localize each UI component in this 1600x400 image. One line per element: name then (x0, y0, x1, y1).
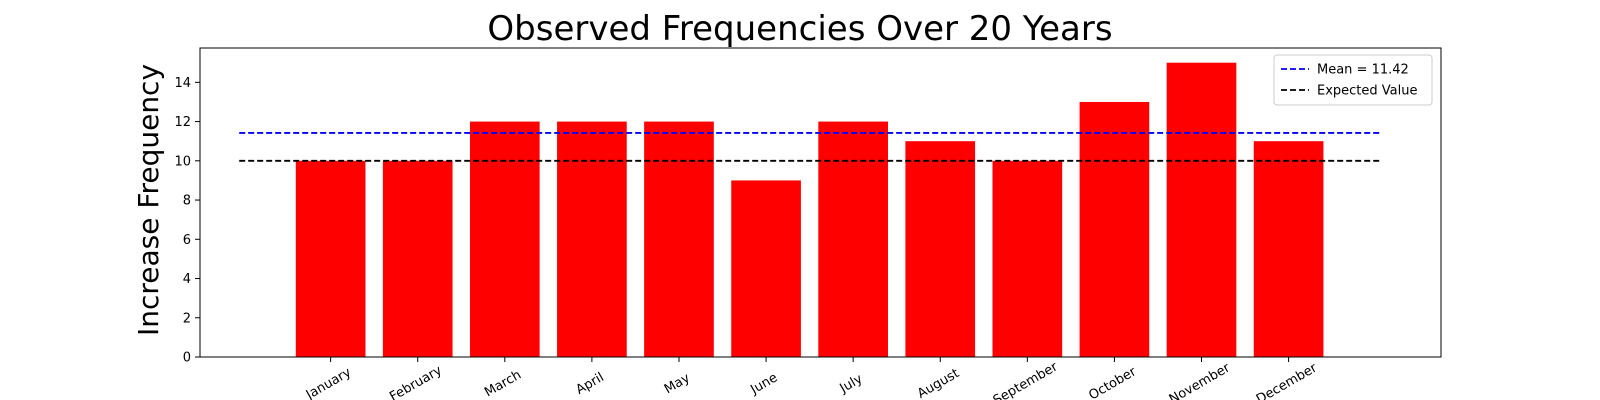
y-tick-label: 8 (183, 194, 191, 209)
y-axis-label: Increase Frequency (132, 64, 165, 336)
x-tick-label-december: December (1254, 360, 1320, 400)
bar-january (295, 160, 366, 357)
legend-label: Expected Value (1317, 84, 1417, 99)
reference-lines-group (239, 132, 1381, 162)
legend-box (1273, 54, 1433, 106)
y-tick-label: 14 (174, 76, 191, 91)
bar-may (644, 121, 714, 357)
bar-february (382, 160, 453, 357)
x-tick-label-may: May (662, 371, 693, 398)
plot-frame (199, 47, 1442, 358)
y-tick-label: 0 (183, 351, 191, 366)
x-tick-label-march: March (482, 368, 524, 400)
y-tick-label: 2 (183, 311, 191, 326)
x-tick-label-february: February (387, 363, 445, 400)
x-tick-label-july: July (837, 371, 866, 396)
x-tick-label-september: September (991, 359, 1061, 400)
bar-september (992, 160, 1063, 357)
y-tick-label: 12 (174, 115, 191, 130)
bar-august (905, 141, 976, 357)
bar-november (1166, 62, 1237, 357)
bar-october (1079, 101, 1150, 357)
y-tick-label: 10 (174, 154, 191, 169)
x-tick-label-october: October (1086, 364, 1139, 400)
x-tick-label-april: April (574, 370, 607, 398)
x-tick-label-november: November (1167, 360, 1234, 400)
bar-december (1253, 141, 1324, 357)
bar-july (818, 121, 888, 357)
legend-label: Mean = 11.42 (1317, 63, 1409, 78)
x-tick-label-january: January (303, 365, 354, 400)
bar-june (731, 180, 801, 357)
y-axis: 0 2 4 6 8 10 12 14 (174, 76, 200, 366)
bars-group (295, 62, 1324, 357)
x-tick-label-june: June (747, 370, 780, 398)
y-tick-label: 6 (183, 233, 191, 248)
x-axis: January February March April May June July Augu… (303, 357, 1320, 400)
x-tick-label-august: August (915, 366, 962, 400)
legend: Mean = 11.42 Expected Value (1273, 54, 1433, 106)
bar-april (557, 121, 627, 357)
y-tick-label: 4 (183, 272, 191, 287)
chart-title: Observed Frequencies Over 20 Years (487, 9, 1112, 49)
bar-march (469, 121, 540, 357)
